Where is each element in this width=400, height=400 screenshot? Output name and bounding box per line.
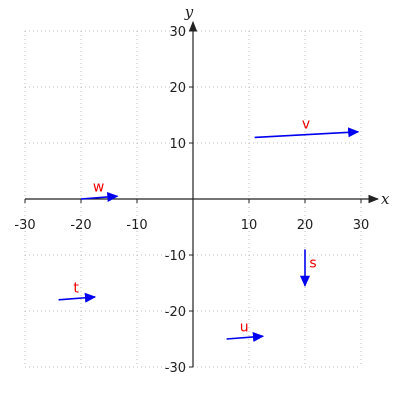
vectors <box>58 127 360 342</box>
y-tick-label: -10 <box>165 249 186 264</box>
vector-label-w: w <box>93 180 104 196</box>
tick-labels: -30 -20 -10 10 20 30 -30 -20 -10 10 20 30 <box>14 25 369 376</box>
y-tick-label: -20 <box>165 305 186 320</box>
y-axis-label: y <box>184 3 194 21</box>
x-tick-label: 20 <box>297 218 314 233</box>
x-tick-label: -30 <box>14 218 35 233</box>
vector-u <box>226 331 265 342</box>
x-tick-label: 30 <box>353 218 370 233</box>
y-tick-label: 20 <box>169 81 186 96</box>
x-tick-label: 10 <box>241 218 258 233</box>
vector-v <box>254 127 360 139</box>
y-tick-label: 10 <box>169 137 186 152</box>
vector-label-u: u <box>240 320 249 336</box>
vector-labels: v w t s u <box>73 117 316 336</box>
vector-t <box>58 292 97 303</box>
y-tick-label: -30 <box>165 361 186 376</box>
axes: xy <box>25 3 390 367</box>
x-tick-label: -20 <box>70 218 91 233</box>
y-tick-label: 30 <box>169 25 186 40</box>
vector-label-v: v <box>302 117 310 133</box>
vector-w <box>80 191 119 202</box>
vector-label-t: t <box>73 280 79 296</box>
x-axis-label: x <box>381 190 390 208</box>
x-tick-label: -10 <box>126 218 147 233</box>
vector-label-s: s <box>309 256 316 272</box>
